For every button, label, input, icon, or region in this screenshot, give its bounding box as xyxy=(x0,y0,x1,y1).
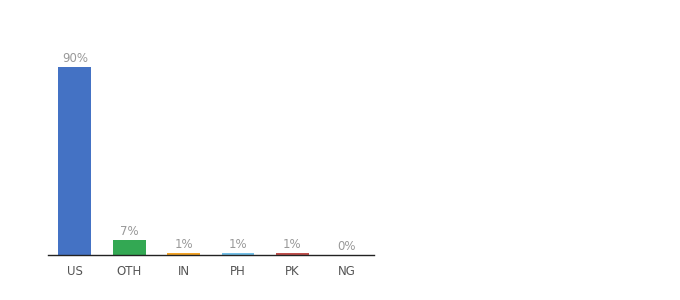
Bar xyxy=(58,67,91,255)
Text: 1%: 1% xyxy=(283,238,302,251)
Bar xyxy=(222,253,254,255)
Text: 90%: 90% xyxy=(62,52,88,65)
Bar xyxy=(276,253,309,255)
Bar xyxy=(167,253,200,255)
Text: 1%: 1% xyxy=(228,238,248,251)
Text: 1%: 1% xyxy=(174,238,193,251)
Bar xyxy=(113,240,146,255)
Text: 7%: 7% xyxy=(120,225,139,238)
Text: 0%: 0% xyxy=(337,240,356,253)
